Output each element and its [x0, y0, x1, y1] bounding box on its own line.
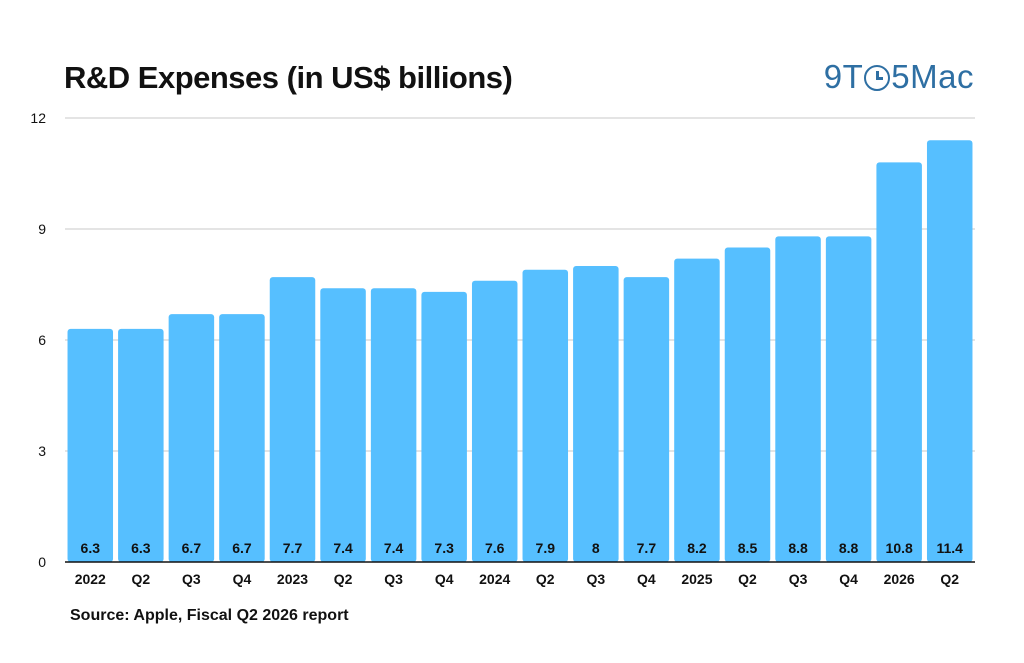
category-label: 2026 — [884, 571, 915, 587]
bar — [623, 277, 670, 562]
bar — [67, 328, 114, 562]
value-label: 7.9 — [536, 540, 556, 556]
value-label: 6.3 — [81, 540, 101, 556]
value-label: 6.7 — [232, 540, 252, 556]
value-label: 8 — [592, 540, 600, 556]
bar — [168, 314, 215, 562]
y-tick-label: 0 — [38, 554, 46, 570]
value-label: 6.7 — [182, 540, 202, 556]
source-note: Source: Apple, Fiscal Q2 2026 report — [70, 607, 349, 624]
bar — [370, 288, 417, 562]
brand-logo: 9T 5Mac — [824, 58, 974, 96]
category-label: Q2 — [738, 571, 757, 587]
y-tick-label: 9 — [38, 221, 46, 237]
bar — [471, 280, 518, 562]
bar — [573, 266, 619, 562]
category-label: Q4 — [839, 571, 858, 587]
bars — [67, 140, 973, 562]
category-label: 2022 — [75, 571, 106, 587]
category-label: Q2 — [334, 571, 353, 587]
value-label: 8.8 — [839, 540, 859, 556]
value-label: 7.7 — [637, 540, 657, 556]
value-label: 8.2 — [687, 540, 707, 556]
bar — [421, 291, 467, 562]
bar — [724, 247, 771, 562]
value-label: 7.7 — [283, 540, 303, 556]
category-label: 2024 — [479, 571, 510, 587]
grid-lines — [65, 117, 975, 452]
x-axis-labels: 2022 Q2 Q3 Q4 2023 Q2 Q3 Q4 2024 Q2 Q3 Q4 2025 Q2 Q3 Q4… — [75, 571, 960, 587]
bar — [522, 269, 569, 562]
category-label: Q4 — [233, 571, 252, 587]
value-label: 7.4 — [384, 540, 404, 556]
logo-text-start: 9T — [823, 58, 864, 95]
category-label: Q3 — [789, 571, 808, 587]
category-label: Q2 — [940, 571, 959, 587]
value-label: 7.3 — [434, 540, 454, 556]
category-label: Q3 — [384, 571, 403, 587]
chart-title: R&D Expenses (in US$ billions) — [64, 60, 513, 95]
value-label: 10.8 — [886, 540, 913, 556]
value-label: 7.4 — [333, 540, 353, 556]
y-tick-label: 3 — [38, 443, 46, 459]
category-label: Q4 — [637, 571, 656, 587]
category-label: Q3 — [586, 571, 605, 587]
category-label: Q2 — [536, 571, 555, 587]
value-label: 7.6 — [485, 540, 505, 556]
y-axis-ticks: 0 3 6 9 12 — [30, 110, 46, 570]
category-label: Q3 — [182, 571, 201, 587]
clock-icon — [864, 65, 891, 91]
value-label: 8.8 — [788, 540, 808, 556]
bar — [674, 258, 720, 562]
bar — [926, 140, 973, 562]
category-label: 2025 — [681, 571, 712, 587]
category-label: Q4 — [435, 571, 454, 587]
logo-text-end: 5Mac — [891, 58, 974, 95]
category-label: Q2 — [131, 571, 150, 587]
category-label: 2023 — [277, 571, 308, 587]
bar — [219, 314, 265, 562]
bar — [320, 288, 366, 562]
value-labels: 6.3 6.3 6.7 6.7 7.7 7.4 7.4 7.3 7.6 7.9 8 7.7 8.2 8.5… — [81, 540, 964, 556]
value-label: 6.3 — [131, 540, 151, 556]
y-tick-label: 6 — [38, 332, 46, 348]
bar — [876, 162, 922, 562]
bar — [825, 236, 872, 562]
bar — [118, 328, 164, 562]
y-tick-label: 12 — [30, 110, 46, 126]
bar — [269, 277, 316, 562]
value-label: 8.5 — [738, 540, 758, 556]
bar — [775, 236, 821, 562]
value-label: 11.4 — [936, 540, 963, 556]
